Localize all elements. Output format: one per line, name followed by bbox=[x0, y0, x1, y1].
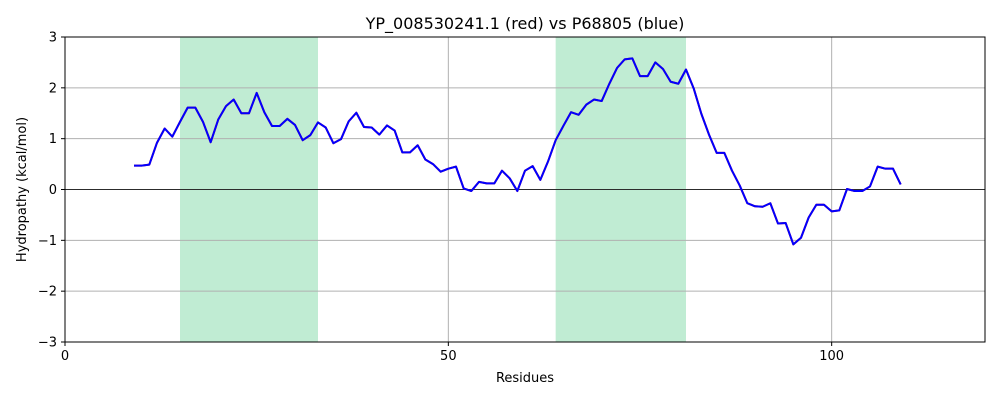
y-axis-label: Hydropathy (kcal/mol) bbox=[15, 117, 30, 262]
x-axis-ticks: 0 50 100 bbox=[61, 342, 844, 364]
y-tick-label: −3 bbox=[38, 336, 57, 351]
y-tick-label: 0 bbox=[49, 183, 57, 198]
y-tick-label: 3 bbox=[49, 31, 57, 46]
series-lines bbox=[134, 57, 902, 246]
x-axis-label: Residues bbox=[496, 371, 554, 386]
y-axis-ticks: −3 −2 −1 0 1 2 3 bbox=[38, 31, 65, 351]
chart-title: YP_008530241.1 (red) vs P68805 (blue) bbox=[365, 14, 685, 34]
x-tick-label: 0 bbox=[61, 349, 69, 364]
y-tick-label: 2 bbox=[49, 81, 57, 96]
y-tick-label: 1 bbox=[49, 132, 57, 147]
x-tick-label: 50 bbox=[440, 349, 457, 364]
y-tick-label: −1 bbox=[38, 234, 57, 249]
x-tick-label: 100 bbox=[819, 349, 844, 364]
y-tick-label: −2 bbox=[38, 285, 57, 300]
series-line-2 bbox=[134, 57, 902, 246]
